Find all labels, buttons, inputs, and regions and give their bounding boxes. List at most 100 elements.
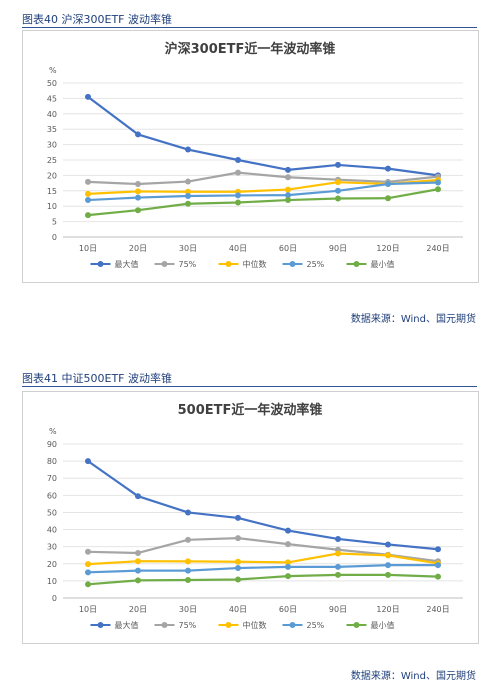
data-point-max [285, 166, 291, 173]
data-point-min [285, 197, 291, 204]
chart-title: 500ETF近一年波动率锥 [178, 402, 323, 418]
data-point-p25 [435, 179, 441, 186]
data-point-p75 [235, 535, 241, 542]
series-line-median [87, 552, 439, 566]
legend-marker-min [353, 261, 360, 267]
data-point-p25 [435, 562, 441, 569]
legend-marker-p25 [289, 622, 296, 628]
y-tick-label: 40 [47, 526, 57, 535]
data-point-min [385, 571, 391, 578]
data-point-min [335, 571, 341, 578]
data-point-p25 [335, 187, 341, 194]
chart-frame: 沪深300ETF近一年波动率锥% 0 5 10 15 20 25 30 35 40 45 50 10日 2… [22, 30, 479, 283]
x-tick-label: 120日 [376, 244, 399, 253]
data-point-min [85, 212, 91, 219]
data-point-p75 [235, 169, 241, 176]
legend-marker-p25 [289, 261, 296, 267]
chart-frame: 500ETF近一年波动率锥% 0 10 20 30 40 50 60 70 80 90 10日 20日 3… [22, 391, 479, 644]
data-point-p25 [135, 567, 141, 574]
x-tick-label: 10日 [79, 244, 97, 253]
data-point-p25 [85, 569, 91, 576]
legend-label: 中位数 [243, 259, 267, 269]
series-line-max [87, 95, 439, 177]
data-point-max [185, 146, 191, 153]
figure-caption: 图表40 沪深300ETF 波动率锥 [22, 13, 172, 26]
volatility-cone-chart-hs300: 沪深300ETF近一年波动率锥% 0 5 10 15 20 25 30 35 40 45 50 10日 2… [47, 41, 463, 269]
legend-marker-min [353, 622, 360, 628]
x-tick-label: 10日 [79, 605, 97, 614]
data-point-p25 [285, 563, 291, 570]
y-tick-label: 40 [47, 110, 57, 119]
x-tick-label: 90日 [329, 605, 347, 614]
y-tick-label: 0 [52, 233, 57, 242]
y-tick-label: 45 [47, 94, 57, 103]
data-point-median [185, 188, 191, 195]
data-point-p25 [185, 567, 191, 574]
legend-marker-max [97, 261, 104, 267]
data-point-p25 [185, 193, 191, 200]
figure-caption: 图表41 中证500ETF 波动率锥 [22, 372, 172, 385]
data-point-min [185, 577, 191, 584]
data-point-max [385, 541, 391, 548]
data-point-max [185, 509, 191, 516]
data-point-min [385, 195, 391, 202]
data-point-min [335, 195, 341, 202]
x-tick-label: 40日 [229, 605, 247, 614]
data-point-median [285, 186, 291, 193]
x-tick-label: 30日 [179, 244, 197, 253]
series-line-median [87, 178, 439, 195]
chart-title: 沪深300ETF近一年波动率锥 [165, 41, 336, 57]
y-tick-label: 35 [47, 125, 57, 134]
legend-marker-p75 [161, 261, 168, 267]
data-point-min [135, 207, 141, 214]
data-point-p75 [135, 181, 141, 188]
legend-label: 75% [179, 260, 197, 269]
x-tick-label: 20日 [129, 244, 147, 253]
data-point-min [85, 581, 91, 588]
data-point-p25 [135, 194, 141, 201]
data-point-max [135, 131, 141, 138]
data-point-median [335, 550, 341, 557]
data-point-p25 [385, 562, 391, 569]
x-tick-label: 20日 [129, 605, 147, 614]
data-point-p25 [285, 192, 291, 199]
y-axis-unit: % [49, 427, 57, 436]
data-point-p75 [285, 174, 291, 181]
data-point-p75 [185, 536, 191, 543]
data-point-p75 [85, 178, 91, 185]
data-point-min [185, 200, 191, 207]
data-point-max [335, 161, 341, 168]
data-point-median [135, 558, 141, 565]
data-point-p25 [385, 181, 391, 188]
y-tick-label: 70 [47, 474, 57, 483]
y-tick-label: 20 [47, 171, 57, 180]
data-point-median [135, 188, 141, 195]
y-tick-label: 25 [47, 156, 57, 165]
x-tick-label: 120日 [376, 605, 399, 614]
legend-label: 中位数 [243, 620, 267, 630]
legend-marker-p75 [161, 622, 168, 628]
data-point-p75 [285, 541, 291, 548]
legend-label: 最大值 [115, 620, 139, 630]
x-tick-label: 30日 [179, 605, 197, 614]
caption-divider [22, 386, 477, 387]
x-tick-label: 240日 [426, 244, 449, 253]
legend-label: 最小值 [371, 259, 395, 269]
data-point-max [285, 527, 291, 534]
data-point-max [135, 493, 141, 500]
series-line-min [87, 188, 439, 217]
x-tick-label: 240日 [426, 605, 449, 614]
data-point-median [335, 179, 341, 186]
y-axis-unit: % [49, 66, 57, 75]
legend-marker-max [97, 622, 104, 628]
data-point-min [285, 573, 291, 580]
data-point-p75 [85, 548, 91, 555]
y-tick-label: 5 [52, 218, 57, 227]
data-point-min [135, 577, 141, 584]
data-point-median [235, 558, 241, 565]
x-tick-label: 90日 [329, 244, 347, 253]
y-tick-label: 90 [47, 440, 57, 449]
data-point-median [285, 559, 291, 566]
data-source-note: 数据来源：Wind、国元期货 [350, 671, 476, 682]
y-tick-label: 30 [47, 141, 57, 150]
